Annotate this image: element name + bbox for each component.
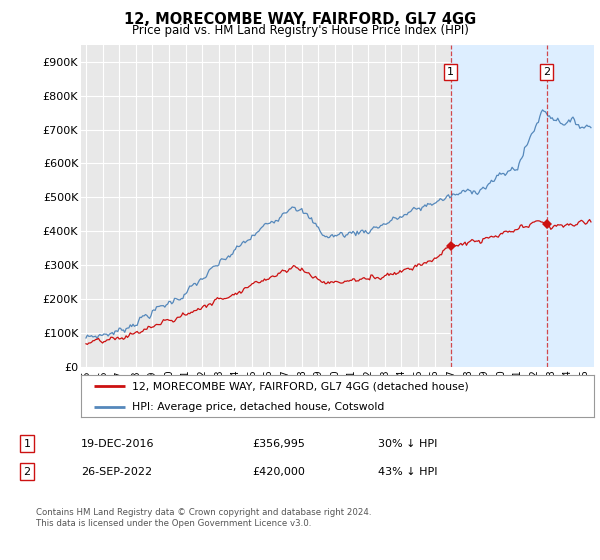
Text: 1: 1 bbox=[23, 438, 31, 449]
Text: 2: 2 bbox=[543, 67, 550, 77]
Text: 12, MORECOMBE WAY, FAIRFORD, GL7 4GG: 12, MORECOMBE WAY, FAIRFORD, GL7 4GG bbox=[124, 12, 476, 27]
Text: 43% ↓ HPI: 43% ↓ HPI bbox=[378, 466, 437, 477]
Text: Price paid vs. HM Land Registry's House Price Index (HPI): Price paid vs. HM Land Registry's House … bbox=[131, 24, 469, 36]
Text: HPI: Average price, detached house, Cotswold: HPI: Average price, detached house, Cots… bbox=[133, 402, 385, 412]
Text: 1: 1 bbox=[447, 67, 454, 77]
Text: £420,000: £420,000 bbox=[252, 466, 305, 477]
Text: 19-DEC-2016: 19-DEC-2016 bbox=[81, 438, 155, 449]
Text: 2: 2 bbox=[23, 466, 31, 477]
Text: 30% ↓ HPI: 30% ↓ HPI bbox=[378, 438, 437, 449]
Text: 26-SEP-2022: 26-SEP-2022 bbox=[81, 466, 152, 477]
Text: Contains HM Land Registry data © Crown copyright and database right 2024.
This d: Contains HM Land Registry data © Crown c… bbox=[36, 508, 371, 528]
Bar bbox=[451, 45, 594, 367]
Text: 12, MORECOMBE WAY, FAIRFORD, GL7 4GG (detached house): 12, MORECOMBE WAY, FAIRFORD, GL7 4GG (de… bbox=[133, 381, 469, 391]
Text: £356,995: £356,995 bbox=[252, 438, 305, 449]
